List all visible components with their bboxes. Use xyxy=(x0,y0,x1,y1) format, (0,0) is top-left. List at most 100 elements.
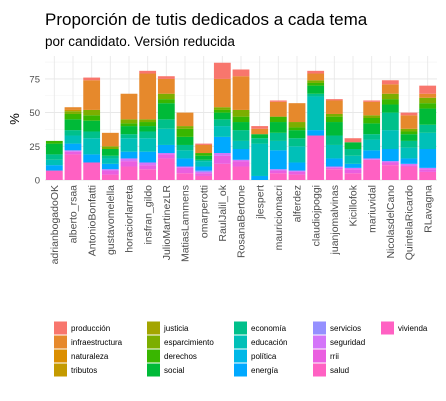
x-tick-label: alferdez xyxy=(292,185,304,222)
x-tick-label: MatiasLammens xyxy=(180,185,192,262)
bar-segment xyxy=(419,108,437,125)
y-tick-label: 50 xyxy=(29,108,40,119)
bar-segment xyxy=(269,169,287,171)
bar-segment xyxy=(195,144,213,154)
bar-segment xyxy=(120,158,138,162)
bar-segment xyxy=(251,126,269,129)
bar-segment xyxy=(400,134,418,141)
legend-swatch xyxy=(313,349,326,363)
bar-segment xyxy=(232,76,250,110)
bar-segment xyxy=(139,165,157,170)
bar-segment xyxy=(157,103,175,120)
legend-swatch xyxy=(54,349,67,363)
bar-segment xyxy=(195,159,213,162)
bar-segment xyxy=(232,122,250,131)
x-tick-label: RLavagna xyxy=(422,185,434,233)
bar-segment xyxy=(195,171,213,174)
bar-segment xyxy=(64,135,82,144)
bar-segment xyxy=(269,100,287,102)
bar-segment xyxy=(325,167,343,170)
legend-label: servicios xyxy=(330,324,361,333)
bar-segment xyxy=(288,127,306,131)
x-tick-label: insfran_gildo xyxy=(142,185,154,245)
legend: producción infraestructura naturaleza tribu… xyxy=(54,321,428,377)
bar-segment xyxy=(363,123,381,135)
bar-segment xyxy=(120,93,138,120)
bar-segment xyxy=(363,101,381,116)
bar-segment xyxy=(120,151,138,159)
legend-label: derechos xyxy=(164,352,197,361)
bar-segment xyxy=(307,130,325,136)
legend-swatch xyxy=(147,321,160,335)
bar-segment xyxy=(195,155,213,160)
bar-segment xyxy=(419,169,437,172)
bar-segment xyxy=(195,161,213,167)
legend-swatch xyxy=(234,363,247,377)
bar-segment xyxy=(232,166,250,180)
bar-segment xyxy=(381,112,399,131)
bar-segment xyxy=(232,130,250,141)
bar-segment xyxy=(157,128,175,145)
bar-segment xyxy=(307,96,325,131)
legend-swatch xyxy=(313,321,326,335)
bar-segment xyxy=(269,140,287,151)
legend-label: justicia xyxy=(163,324,189,333)
bar-segment xyxy=(120,123,138,127)
bar-segment xyxy=(139,151,157,163)
legend-label: naturaleza xyxy=(71,352,109,361)
x-tick-label: AntonioBonfatti xyxy=(86,185,98,256)
legend-swatch xyxy=(234,321,247,335)
bar-segment xyxy=(325,122,343,136)
bar-segment xyxy=(176,126,194,129)
bar-segment xyxy=(288,146,306,163)
bar-segment xyxy=(157,153,175,155)
y-axis-label: % xyxy=(7,113,22,125)
bar-segment xyxy=(251,134,269,139)
bar-segment xyxy=(381,165,399,180)
bar-segment xyxy=(45,143,63,155)
bar-segment xyxy=(83,131,101,139)
bar-segment xyxy=(64,130,82,136)
bar-segment xyxy=(64,107,82,110)
legend-swatch xyxy=(234,349,247,363)
bar-segment xyxy=(83,80,101,110)
bar-segment xyxy=(363,134,381,140)
bar-segment xyxy=(400,128,418,132)
legend-label: seguridad xyxy=(330,338,365,347)
bar-segment xyxy=(101,132,119,147)
y-tick-label: 75 xyxy=(29,74,40,85)
y-tick-labels: 0 25 50 75 xyxy=(29,74,40,186)
bar-segment xyxy=(307,80,325,83)
bar-segment xyxy=(157,99,175,104)
bar-segment xyxy=(101,169,119,171)
bar-segment xyxy=(400,165,418,167)
bar-segment xyxy=(251,138,269,144)
bar-segment xyxy=(251,128,269,135)
x-tick-label: claudiojpoggi xyxy=(310,185,322,246)
bar-segment xyxy=(213,119,231,127)
bar-segment xyxy=(213,112,231,120)
bar-segment xyxy=(381,161,399,163)
bar-segment xyxy=(157,144,175,154)
bar-segment xyxy=(381,130,399,149)
bar-segment xyxy=(419,171,437,180)
legend-swatch xyxy=(147,349,160,363)
legend-label: tributos xyxy=(71,366,97,375)
x-tick-label: omarperotti xyxy=(198,185,210,238)
bar-segment xyxy=(213,155,231,164)
bar-segment xyxy=(139,138,157,152)
bar-segment xyxy=(325,144,343,159)
bar-segment xyxy=(288,130,306,139)
bar-segment xyxy=(288,122,306,128)
bar-segment xyxy=(400,115,418,129)
legend-label: política xyxy=(251,352,277,361)
bar-segment xyxy=(288,174,306,180)
bar-segment xyxy=(232,140,250,149)
bar-segment xyxy=(325,135,343,145)
bar-segment xyxy=(64,154,82,180)
bar-segment xyxy=(139,122,157,127)
bar-segment xyxy=(269,170,287,174)
bar-segment xyxy=(325,100,343,114)
bar-segment xyxy=(139,73,157,120)
